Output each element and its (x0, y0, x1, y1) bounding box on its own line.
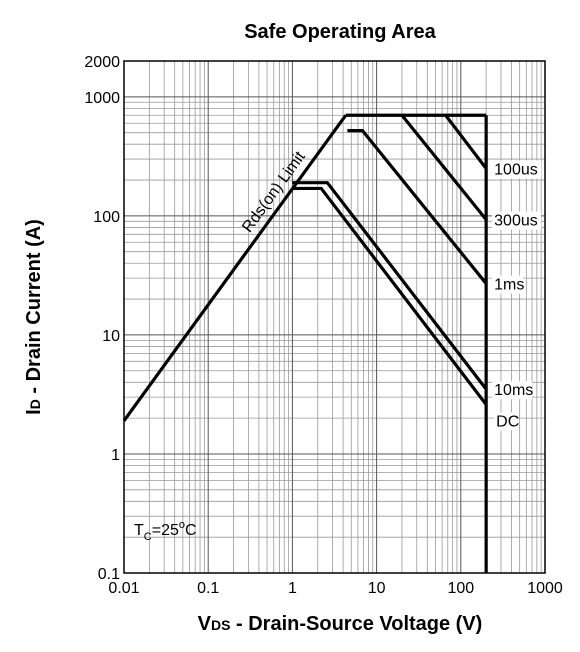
chart-title: Safe Operating Area (244, 21, 436, 43)
series-label: Rds(on) Limit (239, 148, 309, 235)
y-axis-label-part: D (27, 399, 43, 409)
series-label: 300us (494, 213, 538, 230)
y-tick-label: 1000 (84, 90, 120, 107)
x-tick-label: 1 (288, 580, 297, 597)
y-tick-label: 0.1 (98, 566, 120, 583)
x-tick-label: 1000 (527, 580, 563, 597)
series-line (292, 186, 488, 406)
label-bg (492, 381, 533, 400)
label-bg (492, 211, 542, 230)
x-tick-label: 0.1 (197, 580, 219, 597)
y-tick-label: 1 (111, 447, 120, 464)
series-label: 100us (494, 162, 538, 179)
y-axis-label-part: I (23, 409, 45, 415)
series-label: 10ms (494, 382, 533, 399)
x-axis-label: VDS - Drain-Source Voltage (V) (198, 613, 483, 635)
annotation-part: C (144, 531, 152, 543)
series-line (292, 181, 488, 391)
x-tick-label: 10 (368, 580, 386, 597)
y-tick-label: 10 (102, 328, 120, 345)
plot-frame (123, 60, 546, 574)
y-tick-label: 100 (93, 209, 120, 226)
annotation-part: C (185, 522, 197, 539)
series-line (400, 114, 488, 221)
annotation: TC=25oC (134, 519, 197, 543)
x-axis-label-part: V (198, 613, 212, 635)
y-tick-label: 2000 (84, 54, 120, 71)
annotation-part: T (134, 522, 144, 539)
x-tick-label: 100 (447, 580, 474, 597)
series-line (122, 114, 348, 422)
label-bg (492, 160, 542, 179)
x-tick-label: 0.01 (108, 580, 139, 597)
x-axis-label-part: - Drain-Source Voltage (V) (230, 613, 482, 635)
x-axis-label-part: DS (211, 617, 230, 633)
label-bg (494, 412, 517, 431)
series-label: DC (496, 414, 519, 431)
annotation-part: =25 (152, 522, 179, 539)
label-bg (492, 275, 524, 294)
y-axis-label-part: - Drain Current (A) (23, 219, 45, 399)
y-axis-label: ID - Drain Current (A) (23, 219, 45, 415)
series-line (347, 129, 488, 285)
annotation-part: o (179, 519, 185, 531)
series-label: 1ms (494, 277, 524, 294)
